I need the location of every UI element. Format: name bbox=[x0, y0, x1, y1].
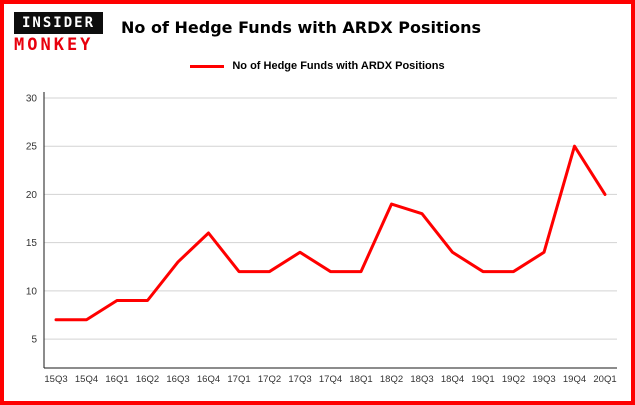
svg-text:17Q2: 17Q2 bbox=[258, 374, 281, 385]
svg-text:15Q3: 15Q3 bbox=[44, 374, 67, 385]
svg-text:19Q2: 19Q2 bbox=[502, 374, 525, 385]
chart-header: INSIDER MONKEY No of Hedge Funds with AR… bbox=[4, 4, 631, 55]
logo-monkey-text: MONKEY bbox=[14, 35, 94, 55]
svg-text:18Q3: 18Q3 bbox=[410, 374, 433, 385]
svg-text:17Q3: 17Q3 bbox=[288, 374, 311, 385]
logo-insider-text: INSIDER bbox=[14, 12, 104, 34]
svg-text:30: 30 bbox=[26, 94, 38, 105]
svg-text:16Q2: 16Q2 bbox=[136, 374, 159, 385]
svg-text:5: 5 bbox=[31, 335, 37, 346]
chart-title: No of Hedge Funds with ARDX Positions bbox=[121, 18, 482, 37]
svg-text:19Q1: 19Q1 bbox=[471, 374, 494, 385]
svg-text:16Q4: 16Q4 bbox=[197, 374, 220, 385]
insider-monkey-logo: INSIDER MONKEY bbox=[14, 12, 104, 55]
chart-legend: No of Hedge Funds with ARDX Positions bbox=[4, 57, 631, 75]
svg-text:20: 20 bbox=[26, 190, 38, 201]
svg-text:15Q4: 15Q4 bbox=[75, 374, 98, 385]
svg-text:10: 10 bbox=[26, 286, 38, 297]
line-chart: 5 10 15 20 25 30 15Q3 15Q4 16Q1 16Q2 16Q3 16Q4 17Q1 1… bbox=[26, 92, 617, 385]
svg-text:16Q1: 16Q1 bbox=[105, 374, 128, 385]
plot-area: 5 10 15 20 25 30 15Q3 15Q4 16Q1 16Q2 16Q3 16Q4 17Q1 1… bbox=[10, 84, 629, 403]
svg-text:19Q3: 19Q3 bbox=[532, 374, 555, 385]
svg-text:15: 15 bbox=[26, 238, 38, 249]
svg-text:17Q1: 17Q1 bbox=[227, 374, 250, 385]
svg-text:17Q4: 17Q4 bbox=[319, 374, 342, 385]
svg-text:19Q4: 19Q4 bbox=[563, 374, 586, 385]
svg-text:16Q3: 16Q3 bbox=[166, 374, 189, 385]
svg-text:18Q2: 18Q2 bbox=[380, 374, 403, 385]
svg-text:20Q1: 20Q1 bbox=[593, 374, 616, 385]
svg-text:18Q1: 18Q1 bbox=[349, 374, 372, 385]
svg-text:25: 25 bbox=[26, 142, 38, 153]
svg-text:18Q4: 18Q4 bbox=[441, 374, 464, 385]
legend-line-swatch bbox=[190, 64, 225, 68]
legend-label: No of Hedge Funds with ARDX Positions bbox=[232, 60, 445, 72]
